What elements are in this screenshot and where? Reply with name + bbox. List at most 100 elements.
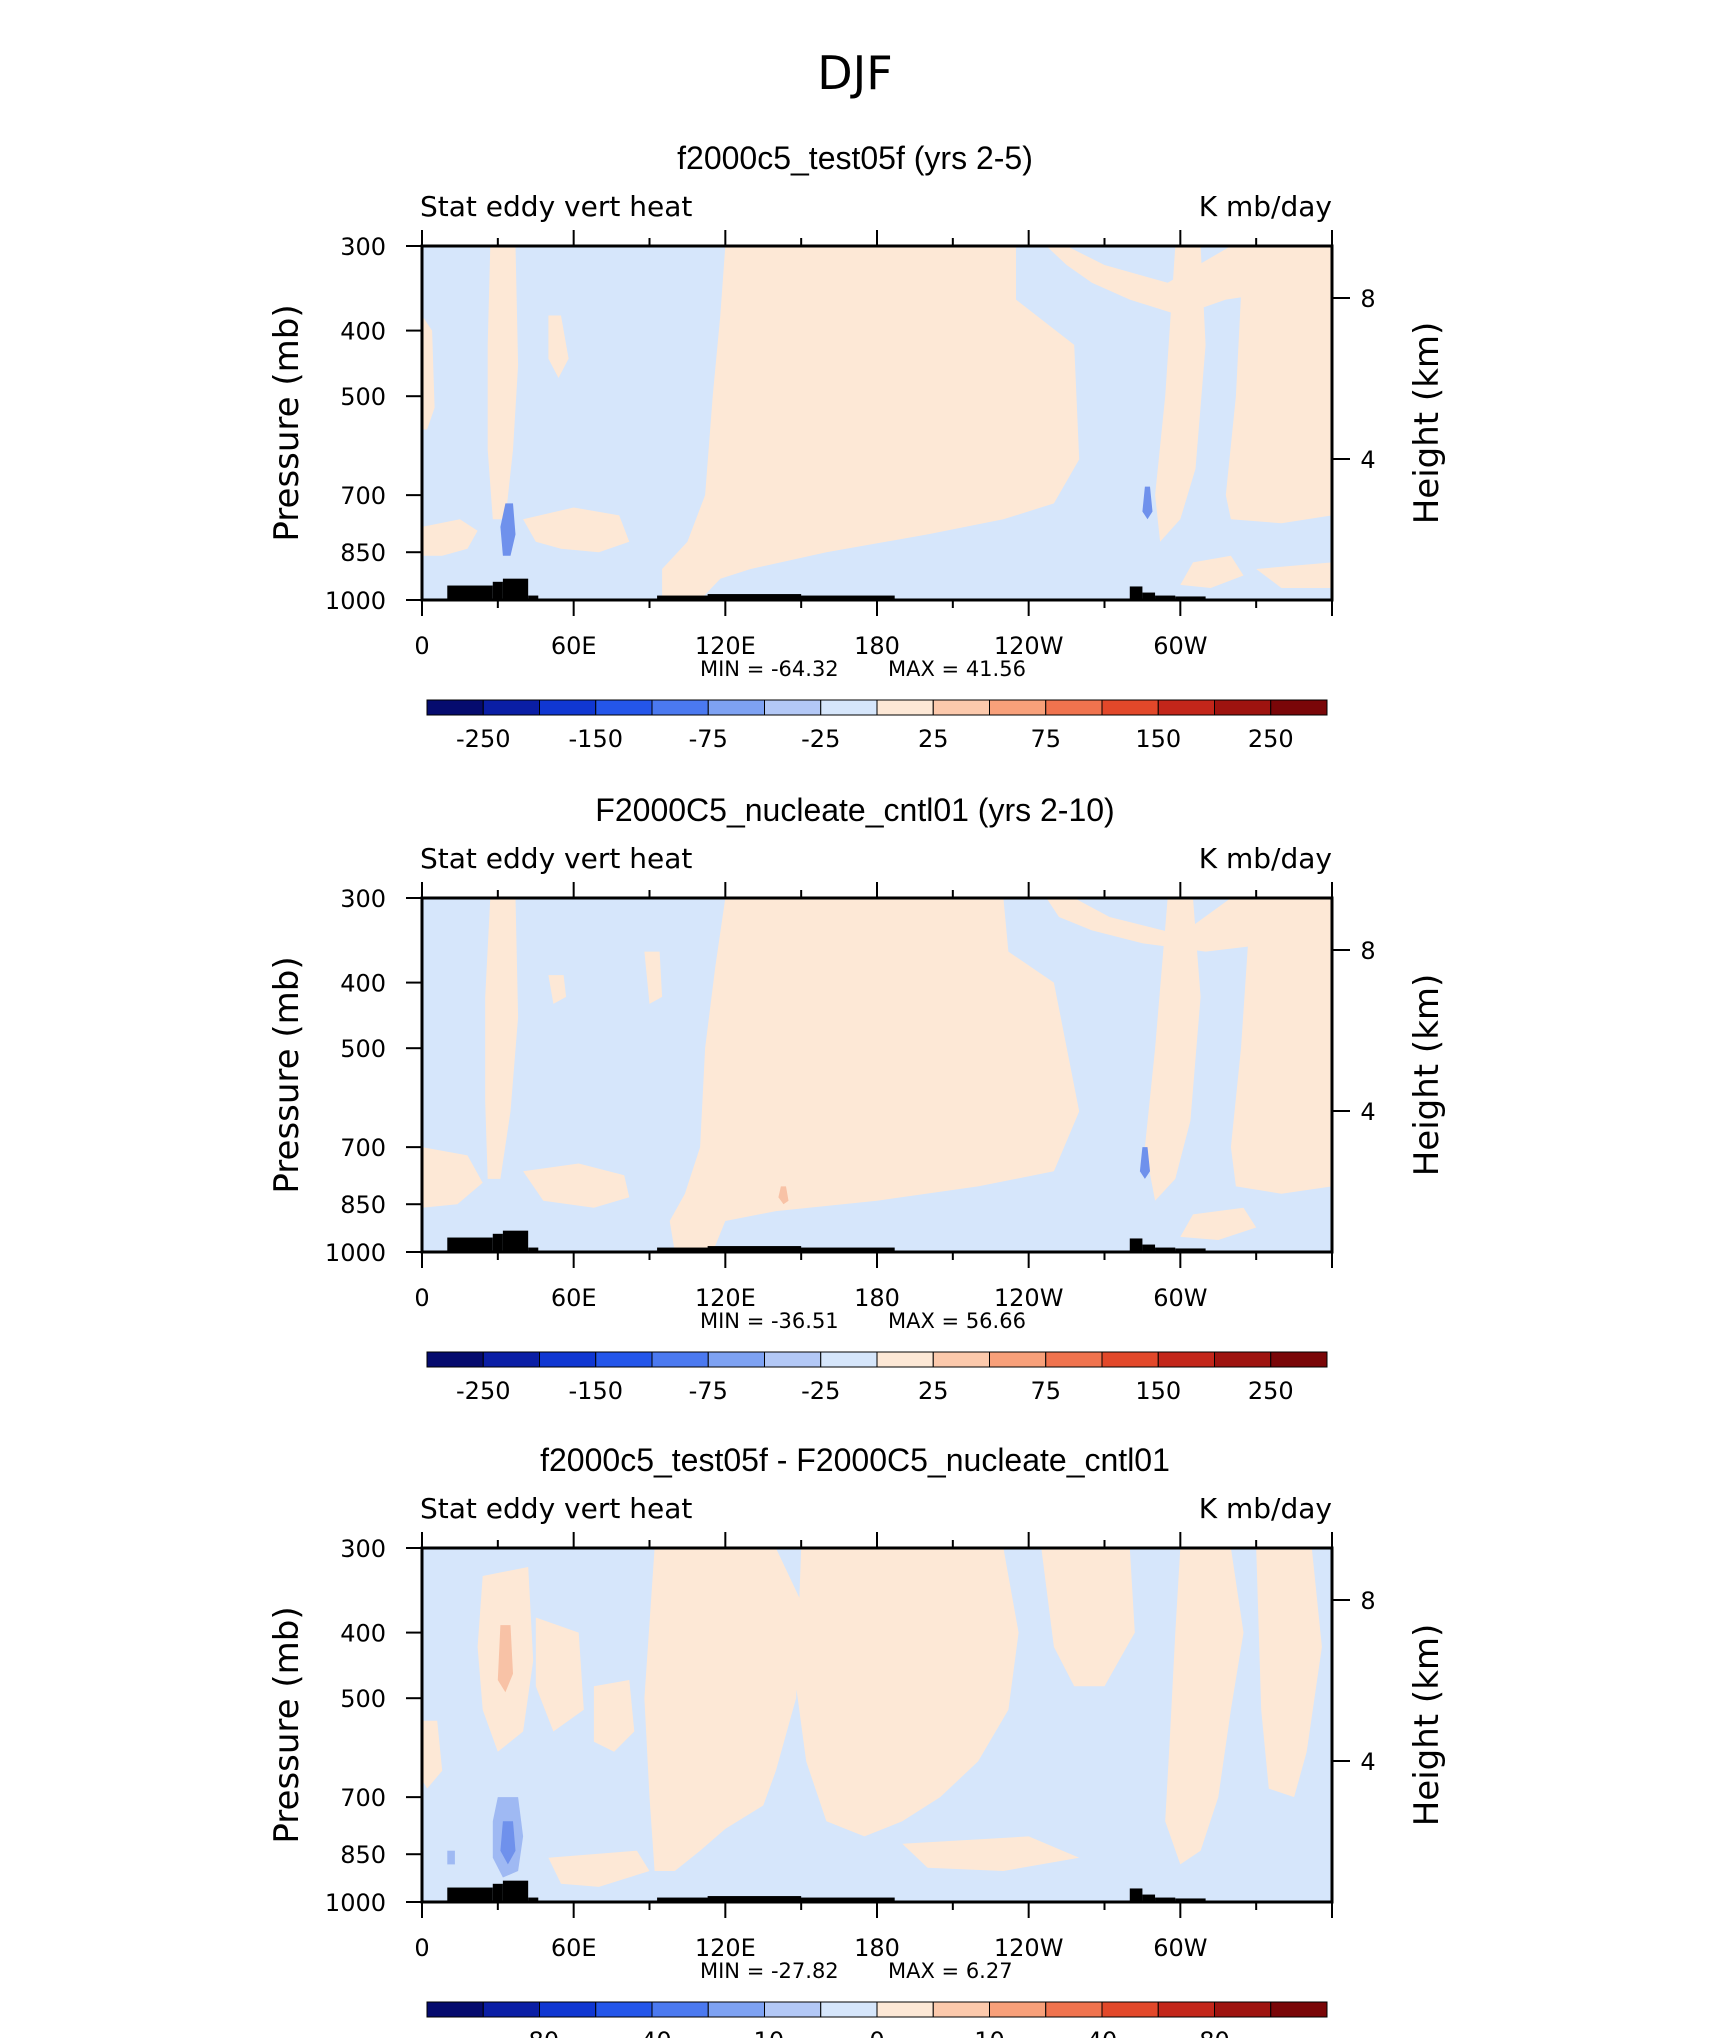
contour-region-4 [1225, 246, 1332, 524]
contour-region-3 [1155, 246, 1206, 542]
y2-tick-label: 8 [1360, 285, 1375, 313]
colorbar: -250 -150 -75 -25 25 75 150 250 [426, 699, 1328, 753]
land-block-2 [492, 1883, 503, 1902]
colorbar-swatch [1101, 2001, 1159, 2018]
colorbar-swatch [539, 2001, 597, 2018]
land-block-4 [528, 1247, 539, 1252]
contour-region-1 [662, 246, 1080, 600]
topography-mask [447, 1230, 1206, 1252]
x-tick-label: 0 [414, 632, 429, 660]
colorbar-swatch [539, 699, 597, 716]
colorbar-swatch [651, 2001, 709, 2018]
colorbar-swatch [595, 699, 653, 716]
min-label: MIN = -27.82 [700, 1959, 839, 1983]
colorbar-swatch [820, 699, 878, 716]
contour-region-13 [1142, 486, 1153, 520]
colorbar-label: 75 [1030, 1377, 1061, 1405]
y-tick-label: 1000 [325, 587, 386, 615]
land-block-8 [1142, 1244, 1156, 1252]
y-tick-label: 500 [340, 1685, 386, 1713]
contour-region-11 [902, 1836, 1080, 1871]
contour-region-5 [487, 246, 519, 520]
x-tick-label: 0 [414, 1934, 429, 1962]
contour-region-10 [1256, 562, 1332, 588]
colorbar-swatch [820, 1351, 878, 1368]
colorbar-swatch [1157, 2001, 1215, 2018]
colorbar-swatch [426, 1351, 484, 1368]
land-block-7 [1129, 586, 1143, 600]
land-block-6 [707, 1246, 802, 1252]
contour-region-3 [1144, 898, 1201, 1201]
contour-region-2 [1046, 898, 1282, 952]
colorbar-swatch [932, 699, 990, 716]
colorbar-label: -150 [569, 1377, 623, 1405]
colorbar-label: 150 [1135, 1377, 1181, 1405]
topography-mask [447, 1880, 1206, 1902]
colorbar: -250 -150 -75 -25 25 75 150 250 [426, 1351, 1328, 1405]
right-label: K mb/day [1199, 190, 1332, 223]
land-block-8 [1142, 592, 1156, 600]
x-tick-label: 180 [854, 1934, 900, 1962]
land-block-2 [492, 1233, 503, 1252]
colorbar-label: -25 [801, 1377, 840, 1405]
y2-axis: 8 4 Height (km) [1332, 285, 1447, 524]
colorbar-swatch [482, 699, 540, 716]
land-block-7 [1129, 1888, 1143, 1902]
colorbar-swatch [482, 2001, 540, 2018]
y-axis: 300 400 500 700 850 1000 Pressure (mb) [267, 233, 422, 615]
topography-mask [447, 578, 1206, 600]
x-tick-label: 120W [994, 632, 1064, 660]
land-block-7 [1129, 1238, 1143, 1252]
x-tick-label: 60W [1153, 1934, 1207, 1962]
chart-panel-1: f2000c5_test05f (yrs 2-5) Stat eddy vert … [267, 140, 1447, 753]
y-tick-label: 500 [340, 383, 386, 411]
colorbar: -80 -40 -10 0 10 40 80 [426, 2001, 1328, 2038]
colorbar-swatch [764, 1351, 822, 1368]
contour-region-12 [500, 503, 516, 556]
contour-region-4 [1165, 1548, 1244, 1865]
field-contours [422, 898, 1332, 1252]
land-block-10 [1175, 596, 1206, 600]
x-axis: 0 60E 120E 180 120W 60W [414, 230, 1333, 660]
max-label: MAX = 6.27 [888, 1959, 1013, 1983]
contour-region-6 [422, 1147, 483, 1208]
x-tick-label: 60W [1153, 1284, 1207, 1312]
contour-region-5 [485, 898, 519, 1179]
colorbar-swatch [707, 2001, 765, 2018]
colorbar-swatch [932, 1351, 990, 1368]
colorbar-label: 40 [1087, 2027, 1118, 2038]
contour-region-10 [548, 1850, 650, 1887]
left-label: Stat eddy vert heat [420, 1492, 692, 1525]
chart-panel-2: F2000C5_nucleate_cntl01 (yrs 2-10) Stat e… [267, 792, 1447, 1405]
y2-axis: 8 4 Height (km) [1332, 1587, 1447, 1826]
colorbar-swatch [1214, 2001, 1272, 2018]
colorbar-swatch [932, 2001, 990, 2018]
y2-axis-label: Height (km) [1407, 974, 1447, 1177]
y-tick-label: 400 [340, 1620, 386, 1648]
x-axis: 0 60E 120E 180 120W 60W [414, 882, 1333, 1312]
land-block-1 [447, 1237, 493, 1252]
y-tick-label: 400 [340, 318, 386, 346]
y-tick-label: 700 [340, 482, 386, 510]
x-tick-label: 120E [695, 1934, 756, 1962]
contour-region-11 [1180, 555, 1244, 588]
contour-region-8 [548, 315, 569, 378]
colorbar-swatch [876, 1351, 934, 1368]
colorbar-label: -75 [689, 1377, 728, 1405]
colorbar-swatch [651, 699, 709, 716]
y2-tick-label: 4 [1360, 1098, 1375, 1126]
field-contours [422, 1548, 1322, 1887]
colorbar-swatch [707, 699, 765, 716]
colorbar-label: -250 [456, 1377, 510, 1405]
y2-axis-label: Height (km) [1407, 1624, 1447, 1827]
y-tick-label: 1000 [325, 1889, 386, 1917]
x-tick-label: 60W [1153, 632, 1207, 660]
contour-region-6 [422, 519, 478, 556]
colorbar-label: 250 [1248, 1377, 1294, 1405]
land-block-4 [528, 595, 539, 600]
land-block-9 [1155, 595, 1176, 600]
contour-region-7 [422, 315, 435, 430]
colorbar-label: -250 [456, 725, 510, 753]
left-label: Stat eddy vert heat [420, 842, 692, 875]
